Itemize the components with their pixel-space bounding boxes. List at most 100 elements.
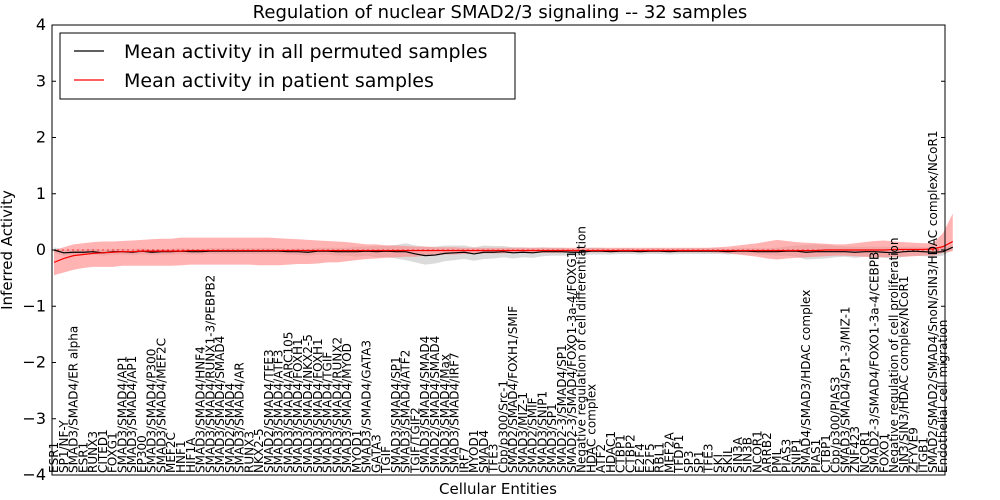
series-line-permuted [53, 246, 954, 257]
entity-label: GATA3 [369, 434, 383, 473]
entity-label: SKIL [721, 447, 735, 473]
entity-label: NCOR1 [750, 430, 764, 473]
entity-label: SMAD2/SMAD4/SMAD4 [428, 336, 442, 473]
entity-label: SMAD3/SMAD4/SMAD4 [213, 336, 227, 473]
y-tick-label: 3 [36, 71, 46, 90]
entity-label: NCOR1 [858, 430, 872, 473]
entity-label: SMAD3/SP1 [545, 403, 559, 473]
entity-label: SP3 [682, 451, 696, 474]
entity-label: E2F5 [643, 443, 657, 473]
entity-label: CTBP1 [819, 434, 833, 473]
entity-label: Cbp/p300/PIAS3 [829, 377, 843, 473]
entity-label: SMAD3/SMAD4/FOXH1 [291, 338, 305, 473]
entity-label: Cbp/p300/Src-1 [496, 380, 510, 473]
entity-label: MYOD1 [467, 430, 481, 473]
entity-label: SP1 [692, 451, 706, 474]
entity-label: SIN3A [731, 436, 745, 473]
entity-label: PIAS3 [780, 439, 794, 473]
entity-label: FOXG1 [106, 432, 120, 473]
entity-label: IRF7 [457, 447, 471, 473]
y-tick-label: 1 [36, 184, 46, 203]
y-tick-label: −4 [22, 465, 46, 484]
entity-label: SMAD3/SNIP1 [535, 391, 549, 473]
entity-label: SMAD3/SMAD4/SP1 [389, 356, 403, 473]
entity-label: ESR1 [76, 442, 90, 473]
y-tick-label: 4 [36, 15, 46, 34]
entity-label: SMAD2-3/SMAD4/FOXO1-3a-4/CEBPB [868, 252, 882, 473]
entity-label: MEF2A [662, 432, 676, 473]
entity-label: SIN3/SIN3/HDAC complex/NCoR1 [897, 276, 911, 473]
entity-label: SMAD3/SMAD4/MEF2C [154, 338, 168, 473]
entity-label: RBL1 [653, 442, 667, 473]
y-tick-label: −1 [22, 296, 46, 315]
entity-label: ZNF423 [848, 426, 862, 473]
entity-label: TFE3 [487, 444, 501, 474]
entity-label: HNF1 [174, 440, 188, 473]
entity-label: SMAD3/SMAD4/ARC105 [281, 332, 295, 473]
entity-label: SKI [711, 454, 725, 473]
entity-label: SMAD2-3/SMAD4/SP1 [555, 344, 569, 473]
series-line-patient [53, 241, 954, 263]
entity-label: Endothelial cell migration [936, 320, 950, 473]
entity-label: SMAD4/SMAD3/HDAC complex [799, 290, 813, 473]
entity-label: ATF2 [594, 444, 608, 473]
entity-label: PIAS1 [809, 439, 823, 473]
entity-label: SP1/NF-Y [57, 420, 71, 473]
entity-label: SMAD2/SMAD4 [223, 383, 237, 473]
entity-label: SMAD3/SMAD4/HNF4 [194, 346, 208, 473]
entity-label: SMAD3/SMAD4/IRF7 [448, 352, 462, 473]
entity-label: SMAD3/SMAD4/ATF2 [399, 350, 413, 473]
entity-label: TGIF/TGIF2 [408, 407, 422, 474]
entity-label: RUNX3 [242, 431, 256, 473]
entity-label: SMAD3/SMAD4/SP1-3/MIZ-1 [838, 306, 852, 473]
entity-label: SNIP1 [789, 438, 803, 473]
entity-label: SMAD3/SMAD4/AP1 [115, 356, 129, 473]
entity-label: SMAD3/SMAD4/FOXH1 [311, 338, 325, 473]
legend-box [59, 32, 516, 100]
entity-label: TFDP1 [672, 435, 686, 474]
entity-label: CTBP1 [614, 434, 628, 473]
entity-label: SMAD3/SMAD4/P300 [145, 349, 159, 473]
x-axis-label: Cellular Entities [439, 480, 557, 498]
entity-label: SMAD3/MIZ-1 [516, 392, 530, 473]
series-lines [53, 241, 954, 263]
entity-label: SMAD2-3/SMAD4/FOXO1-3a-4/FOXG1 [565, 251, 579, 473]
entity-label: FOXO1 [877, 433, 891, 473]
entity-label: HIF1A [184, 437, 198, 473]
entity-label: SMAD3/SMAD4/SMAD4 [418, 336, 432, 473]
entity-label: TFE3 [702, 444, 716, 474]
entity-label: TGIF [379, 446, 393, 474]
chart-title: Regulation of nuclear SMAD2/3 signaling … [253, 2, 748, 23]
entity-label: SMAD3/SMAD4/AP1 [125, 356, 139, 473]
entity-label: SMAD3/SMAD4/RUNX2 [330, 337, 344, 473]
entity-label: SMAD3/SMAD4/RUNX1-3/PEBPB2 [203, 275, 217, 473]
entity-label: Negative regulation of cell proliferatio… [887, 238, 901, 473]
entity-label: SIN3B [741, 437, 755, 473]
entity-label: HDAC1 [604, 431, 618, 473]
entity-label: NKX2-5 [252, 428, 266, 473]
entity-label: SMAD3/SMAD4/ATF3 [272, 350, 286, 473]
entity-label: E2F4 [633, 443, 647, 473]
entity-label: ARRB2 [760, 432, 774, 473]
entity-label: EP300 [135, 435, 149, 473]
entity-label: SMAD3/SMAD4/GATA3 [360, 340, 374, 473]
entity-label: SMAD3/SMAD4/AR [233, 362, 247, 473]
entity-label: SMAD2/SMAD2/SMAD4/SnoN/SIN3/HDAC complex… [926, 131, 940, 474]
y-tick-label: −2 [22, 353, 46, 372]
band-patient [54, 213, 953, 276]
entity-label: RUNX3 [86, 431, 100, 473]
y-axis-ticks: −4 −3 −2 −1 0 1 2 3 4 [22, 15, 945, 484]
entity-label: SMAD2/SMAD4/FOXH1/SMIF [506, 306, 520, 473]
entity-label: ESR1 [47, 442, 61, 473]
entity-label: MYOD1 [350, 430, 364, 473]
legend: Mean activity in all permuted samples Me… [59, 32, 516, 100]
entity-label: ZFYVE9 [907, 427, 921, 473]
entity-label: PML [770, 448, 784, 473]
entity-label: SMAD2/SMIF [526, 397, 540, 473]
entity-label: ITGB1 [916, 437, 930, 473]
confidence-bands [52, 213, 953, 276]
entity-label: CTBP2 [623, 434, 637, 473]
y-tick-label: 0 [36, 240, 46, 259]
